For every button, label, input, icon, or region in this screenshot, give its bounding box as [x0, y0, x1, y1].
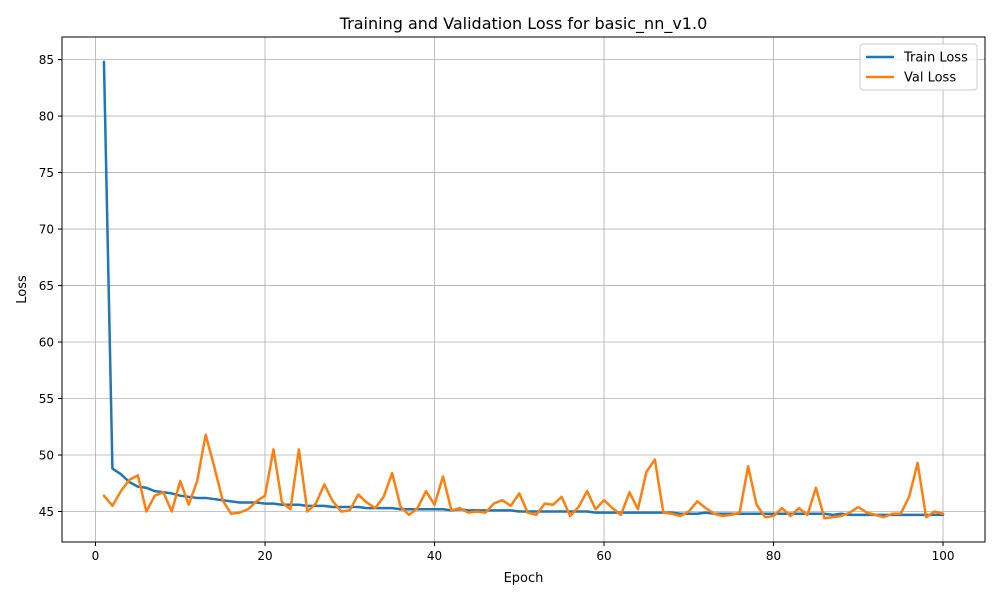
legend-val-label: Val Loss — [904, 71, 956, 86]
legend-train-label: Train Loss — [903, 51, 968, 66]
x-tick-label: 60 — [596, 549, 611, 563]
tick-layer: 0 20 40 60 80 100 45 50 55 60 65 70 75 80 85 — [39, 53, 955, 563]
y-tick-label: 80 — [39, 110, 54, 124]
y-tick-label: 75 — [39, 166, 54, 180]
series-layer — [102, 60, 945, 520]
x-tick-label: 0 — [92, 549, 100, 563]
y-axis-label: Loss — [15, 275, 30, 304]
x-tick-label: 80 — [766, 549, 781, 563]
plot-frame — [61, 36, 986, 543]
y-tick-label: 50 — [39, 449, 54, 463]
x-axis-label: Epoch — [504, 571, 544, 586]
x-tick-label: 40 — [427, 549, 442, 563]
grid-layer — [62, 37, 985, 542]
legend: Train Loss Val Loss — [859, 43, 978, 91]
x-tick-label: 100 — [932, 549, 955, 563]
legend-box — [859, 43, 978, 91]
y-tick-label: 60 — [39, 336, 54, 350]
val-loss-line — [102, 433, 945, 520]
train-loss-line — [102, 60, 945, 517]
y-tick-label: 55 — [39, 392, 54, 406]
y-tick-label: 85 — [39, 53, 54, 67]
x-tick-label: 20 — [257, 549, 272, 563]
chart-title: Training and Validation Loss for basic_n… — [339, 14, 708, 34]
y-tick-label: 65 — [39, 279, 54, 293]
y-tick-label: 70 — [39, 223, 54, 237]
y-tick-label: 45 — [39, 505, 54, 519]
